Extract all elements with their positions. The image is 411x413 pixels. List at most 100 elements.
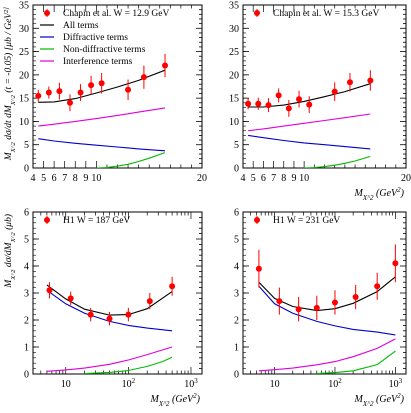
y-tick-label: 0: [24, 370, 29, 381]
panel-4: 0 1 2 3 4 5 6 10 102 103 MX^2 (GeV2) H1 W = 231 GeV: [234, 208, 407, 408]
panel-3: 0 1 2 3 4 5 6 10 102 103 MX^2 (GeV2) MX^2 dσ/dMX^2 …: [3, 208, 203, 408]
data-point: [255, 265, 262, 272]
data-point: [88, 82, 95, 89]
data-point: [46, 287, 53, 294]
x-tick-label: 5: [251, 173, 256, 184]
x-tick-label: 103: [184, 377, 198, 390]
legend-label: Non-diffractive terms: [63, 44, 146, 55]
x-axis-title: MX^2 (GeV2): [353, 186, 404, 202]
model-curve: [38, 107, 166, 127]
model-curve: [46, 284, 173, 316]
y-tick-label: 1: [234, 343, 239, 354]
x-tick-label: 10: [61, 379, 71, 390]
model-curve: [304, 155, 371, 168]
y-tick-label: 0: [234, 370, 239, 381]
x-tick-label: 8: [281, 173, 286, 184]
data-point: [285, 105, 292, 112]
model-curve: [46, 346, 173, 372]
data-point: [275, 92, 282, 99]
data-point: [140, 74, 147, 81]
x-tick-label: 6: [261, 173, 266, 184]
y-tick-label: 15: [19, 94, 29, 105]
data-point: [255, 100, 262, 107]
data-point: [98, 80, 105, 87]
legend-label: Diffractive terms: [63, 32, 128, 43]
x-axis-title: MX^2 (GeV2): [353, 392, 404, 408]
data-point: [392, 260, 399, 267]
y-tick-label: 2: [234, 316, 239, 327]
model-curve: [84, 356, 173, 374]
y-tick-label: 6: [234, 208, 239, 219]
legend-label: H1 W = 187 GeV: [63, 216, 130, 226]
data-point: [331, 88, 338, 95]
data-point: [56, 88, 63, 95]
x-tick-label: 20: [197, 173, 207, 184]
x-tick-label: 10: [270, 379, 280, 390]
y-tick-label: 5: [24, 235, 29, 246]
legend-label: H1 W = 231 GeV: [273, 216, 340, 226]
data-point: [276, 298, 283, 305]
y-axis-title: MX^2 dσ/dMX^2 (μb): [3, 214, 17, 289]
model-curve: [258, 338, 396, 372]
model-curve: [38, 138, 166, 152]
data-point: [77, 89, 84, 96]
data-point: [331, 299, 338, 306]
legend-label: Chapin et al. W = 15.3 GeV: [273, 9, 379, 19]
data-point: [146, 298, 153, 305]
data-point: [169, 283, 176, 290]
data-point: [296, 96, 303, 103]
x-tick-label: 8: [73, 173, 78, 184]
y-tick-label: 20: [19, 70, 29, 81]
y-tick-label: 20: [229, 70, 239, 81]
model-curve: [248, 113, 371, 132]
x-tick-label: 9: [83, 173, 88, 184]
y-tick-label: 5: [24, 140, 29, 151]
x-tick-label: 4: [241, 173, 246, 184]
y-tick-label: 2: [24, 316, 29, 327]
data-point: [295, 306, 302, 313]
data-point: [374, 283, 381, 290]
y-tick-label: 0: [24, 164, 29, 175]
data-point: [265, 102, 272, 109]
data-point: [313, 304, 320, 311]
y-tick-label: 1: [24, 343, 29, 354]
x-tick-label: 4: [31, 173, 36, 184]
legend-label: Chapin et al. W = 12.9 GeV: [63, 9, 169, 19]
y-tick-label: 30: [229, 24, 239, 35]
model-curve: [248, 83, 371, 108]
data-point: [306, 101, 313, 108]
y-tick-label: 0: [234, 164, 239, 175]
y-tick-label: 10: [19, 117, 29, 128]
plot-frame: [242, 211, 407, 375]
data-point: [125, 311, 132, 318]
data-point: [66, 99, 73, 106]
data-point: [45, 89, 52, 96]
x-tick-label: 6: [52, 173, 57, 184]
x-tick-label: 20: [401, 173, 411, 184]
data-point: [367, 77, 374, 84]
y-tick-label: 25: [229, 47, 239, 58]
data-point: [245, 100, 252, 107]
data-point: [352, 294, 359, 301]
model-curve: [96, 152, 166, 168]
y-axis-title: MX^2 dσ/dt dMX^2 (t = -0.05) [μb / GeV2]: [3, 7, 17, 162]
legend-label: Interference terms: [63, 56, 133, 67]
x-tick-label: 5: [41, 173, 46, 184]
x-tick-label: 102: [122, 377, 136, 390]
x-tick-label: 10: [91, 173, 101, 184]
x-tick-label: 9: [291, 173, 296, 184]
model-curve: [38, 69, 166, 103]
x-tick-label: 10: [299, 173, 309, 184]
data-point: [125, 86, 132, 93]
y-tick-label: 35: [229, 1, 239, 12]
data-point: [35, 92, 42, 99]
data-point: [106, 315, 113, 322]
x-tick-label: 103: [389, 377, 403, 390]
model-curve: [248, 134, 371, 150]
x-tick-label: 7: [271, 173, 276, 184]
y-tick-label: 35: [19, 1, 29, 12]
data-point: [87, 311, 94, 318]
y-tick-label: 30: [19, 24, 29, 35]
